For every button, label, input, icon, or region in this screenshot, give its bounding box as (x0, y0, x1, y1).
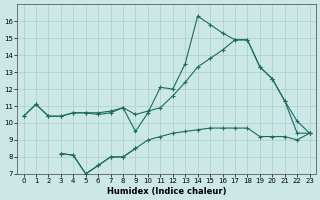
X-axis label: Humidex (Indice chaleur): Humidex (Indice chaleur) (107, 187, 226, 196)
